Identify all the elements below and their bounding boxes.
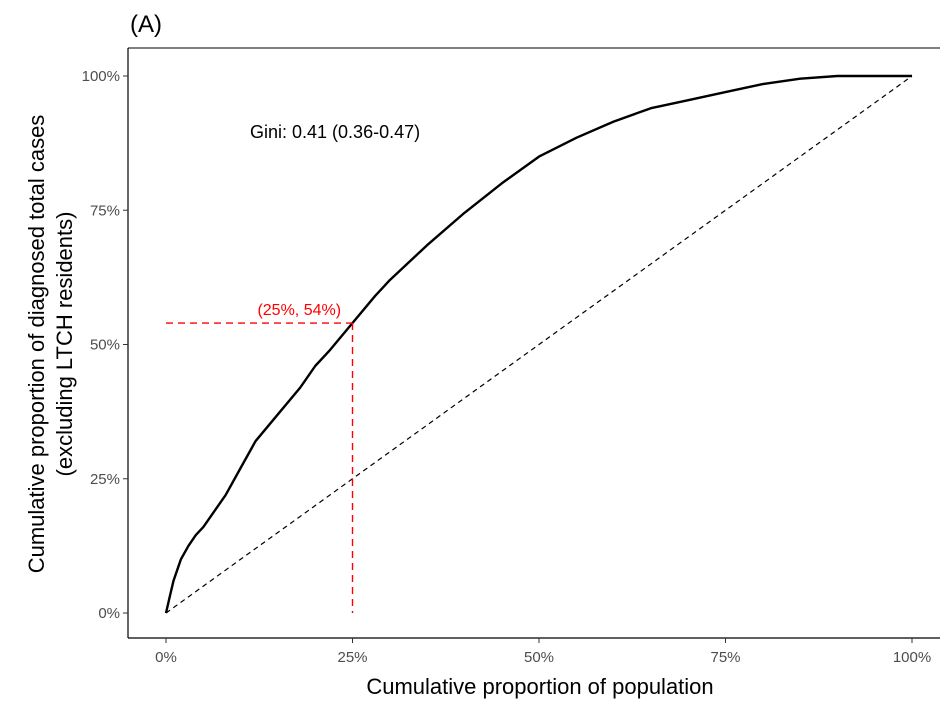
y-tick-label: 0% xyxy=(98,605,120,622)
y-tick-label: 100% xyxy=(82,68,120,85)
x-tick-label: 25% xyxy=(337,649,367,666)
y-tick-label: 50% xyxy=(90,337,120,354)
series-layer xyxy=(164,74,913,614)
x-axis-title: Cumulative proportion of population xyxy=(366,674,713,699)
equality-line xyxy=(165,75,913,614)
x-tick-label: 100% xyxy=(893,649,931,666)
y-tick-label: 75% xyxy=(90,202,120,219)
x-tick-label: 0% xyxy=(155,649,177,666)
panel-label: (A) xyxy=(130,11,162,38)
reference-point-label: (25%, 54%) xyxy=(257,302,341,319)
y-tick-label: 25% xyxy=(90,471,120,488)
lorenz-curve-line xyxy=(164,74,912,614)
y-axis-title-line2: (excluding LTCH residents) xyxy=(52,212,77,477)
reference-lines: (25%, 54%) xyxy=(166,302,354,613)
x-tick-label: 50% xyxy=(524,649,554,666)
x-tick-label: 75% xyxy=(710,649,740,666)
gini-annotation: Gini: 0.41 (0.36-0.47) xyxy=(250,122,420,142)
y-axis-title-line1: Cumulative proportion of diagnosed total… xyxy=(24,115,49,574)
axis-ticks: 0% 25% 50% 75% 100% 0% 25% 50% 75% 100% xyxy=(82,68,932,666)
axes xyxy=(127,47,940,639)
